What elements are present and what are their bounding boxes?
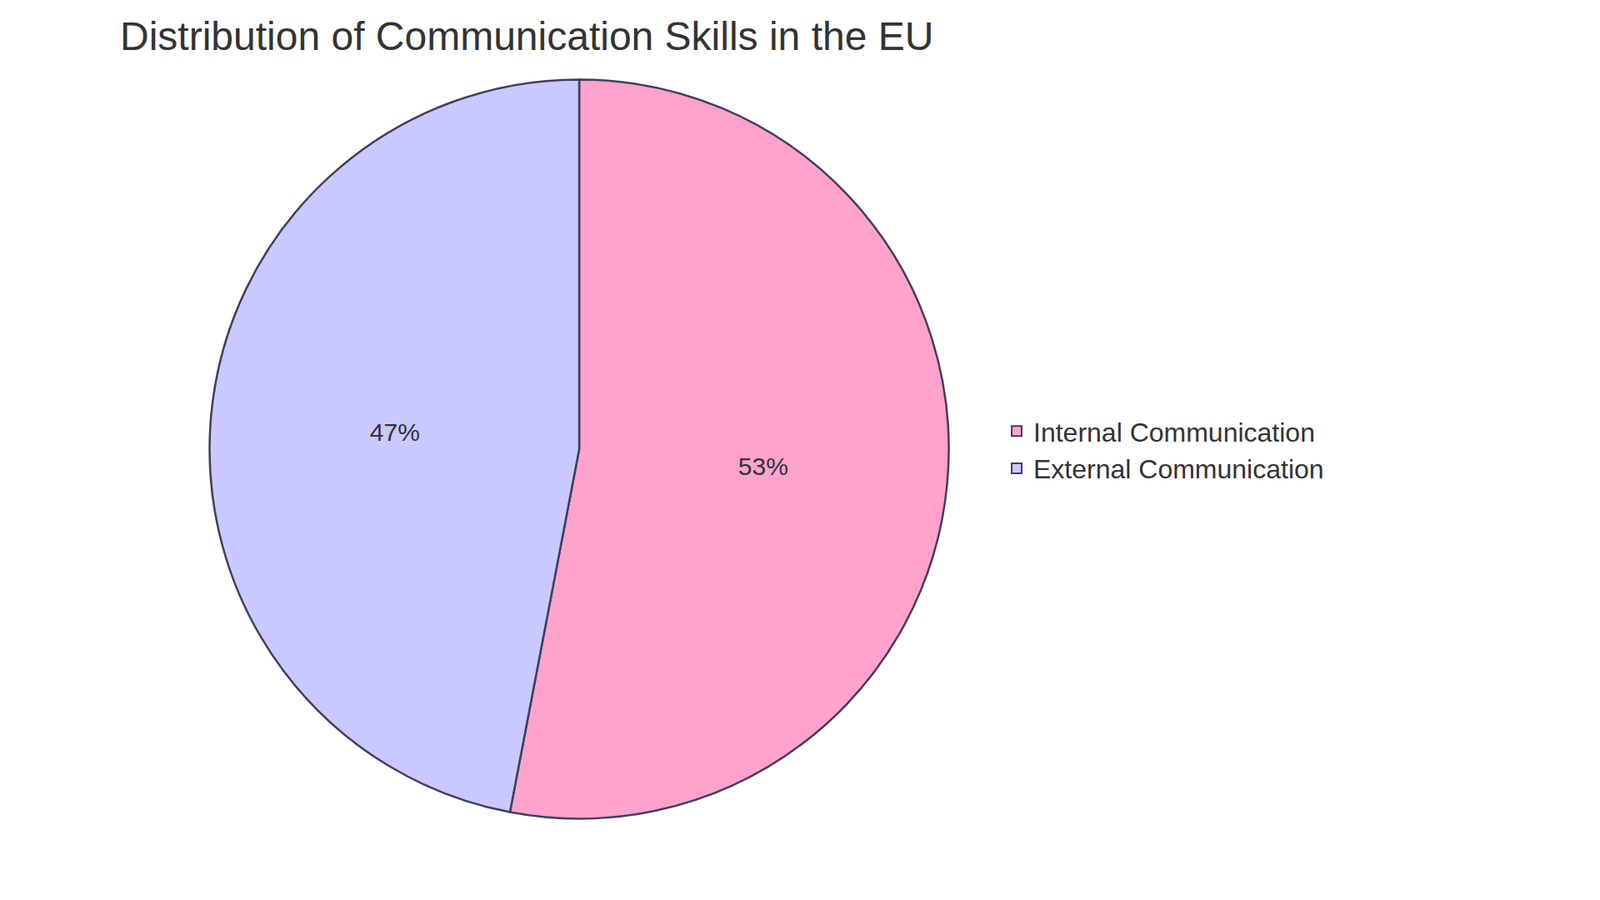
svg-text:53%: 53% [738, 452, 789, 480]
svg-text:Internal Communication: Internal Communication [1033, 417, 1315, 448]
svg-text:47%: 47% [370, 418, 420, 446]
svg-text:External Communication: External Communication [1033, 454, 1325, 485]
svg-text:Distribution of Communication: Distribution of Communication Skills in … [120, 14, 934, 59]
